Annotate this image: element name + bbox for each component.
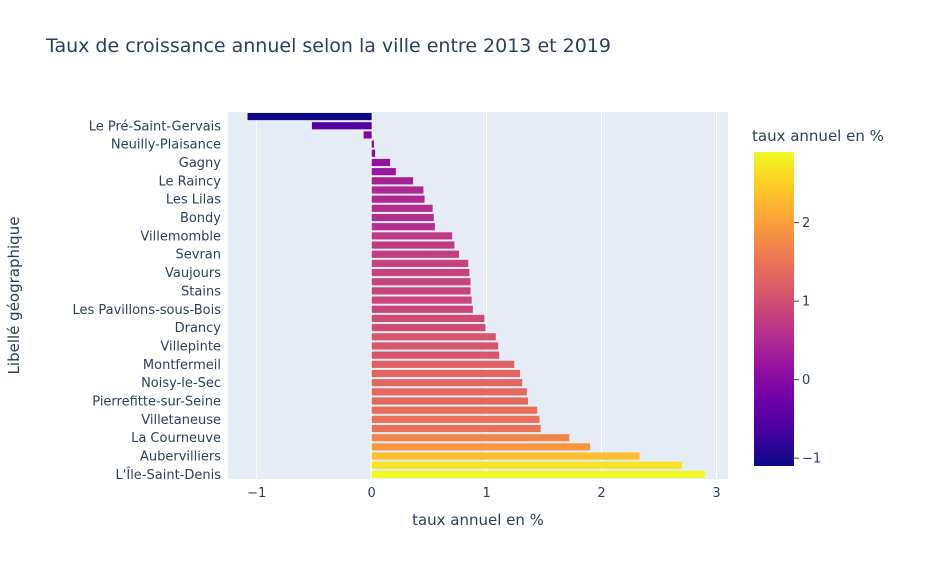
y-tick-label: Bondy: [180, 211, 221, 226]
bar: [371, 186, 424, 194]
y-tick-label: Les Lilas: [166, 193, 221, 208]
bar: [371, 278, 471, 286]
bar: [371, 305, 473, 313]
bar: [371, 461, 683, 469]
bar: [371, 168, 396, 176]
y-tick-label: Vaujours: [165, 266, 221, 281]
colorbar-tick-label: 2: [802, 216, 810, 231]
y-tick-label: Le Raincy: [158, 174, 221, 189]
x-tick-labels: −1 0 1 2 3: [247, 486, 720, 501]
bar: [371, 296, 472, 304]
y-tick-label: Aubervilliers: [140, 450, 221, 465]
bar: [363, 131, 372, 139]
bar: [371, 388, 527, 396]
y-tick-label: Montfermeil: [143, 358, 221, 373]
x-tick-label: 1: [482, 486, 490, 501]
bar: [371, 452, 640, 460]
y-tick-label: L'Île-Saint-Denis: [116, 467, 222, 483]
x-tick-label: −1: [247, 486, 266, 501]
y-tick-labels: Le Pré-Saint-Gervais Neuilly-Plaisance Gag…: [72, 119, 221, 483]
bar: [371, 443, 591, 451]
bar: [371, 158, 391, 167]
bar: [371, 241, 455, 249]
bar: [247, 113, 372, 121]
y-tick-label: La Courneuve: [131, 431, 221, 446]
bar: [371, 223, 435, 231]
x-tick-label: 2: [597, 486, 605, 501]
bar: [371, 324, 486, 332]
bar: [311, 122, 372, 130]
bar: [371, 204, 433, 212]
bar: [371, 397, 528, 405]
bar: [371, 287, 471, 295]
y-tick-label: Neuilly-Plaisance: [111, 138, 221, 153]
chart-title: Taux de croissance annuel selon la ville…: [46, 35, 611, 57]
y-tick-label: Villepinte: [160, 339, 221, 354]
bar: [371, 470, 706, 478]
y-tick-label: Villemomble: [140, 229, 221, 244]
y-tick-label: Noisy-le-Sec: [141, 376, 221, 391]
bars: [247, 113, 706, 478]
y-tick-label: Gagny: [179, 156, 222, 171]
bar: [371, 333, 496, 341]
y-tick-label: Pierrefitte-sur-Seine: [92, 395, 221, 410]
x-tick-label: 0: [368, 486, 376, 501]
bar: [371, 434, 570, 442]
bar: [371, 314, 485, 323]
colorbar-tick-label: −1: [802, 452, 821, 467]
y-tick-label: Drancy: [175, 321, 222, 336]
bar: [371, 149, 376, 157]
y-tick-label: Sevran: [176, 248, 222, 263]
bar: [371, 195, 425, 203]
bar: [371, 415, 540, 423]
bar: [371, 360, 515, 368]
y-tick-label: Stains: [181, 284, 221, 299]
y-axis-title: Libellé géographique: [5, 217, 23, 375]
bar: [371, 250, 460, 258]
colorbar-tick-labels: −1 0 1 2: [794, 216, 821, 467]
colorbar-tick-label: 0: [802, 373, 810, 388]
bar: [371, 379, 523, 387]
y-tick-label: Le Pré-Saint-Gervais: [89, 119, 222, 134]
bar: [371, 342, 499, 350]
colorbar-tick-label: 1: [802, 295, 810, 310]
y-tick-label: Les Pavillons-sous-Bois: [72, 303, 221, 318]
bar: [371, 259, 469, 267]
bar: [371, 232, 453, 240]
y-tick-label: Villetaneuse: [141, 413, 221, 428]
bar: [371, 406, 538, 414]
x-axis-title: taux annuel en %: [412, 511, 544, 529]
x-tick-label: 3: [712, 486, 720, 501]
bar: [371, 424, 541, 433]
bar: [371, 268, 470, 277]
bar: [371, 369, 520, 378]
bar: [371, 351, 500, 359]
colorbar-title: taux annuel en %: [752, 127, 884, 145]
plot-area: [228, 112, 728, 479]
bar: [371, 213, 434, 222]
bar: [371, 177, 414, 185]
bar: [371, 140, 374, 148]
colorbar: [754, 152, 794, 466]
